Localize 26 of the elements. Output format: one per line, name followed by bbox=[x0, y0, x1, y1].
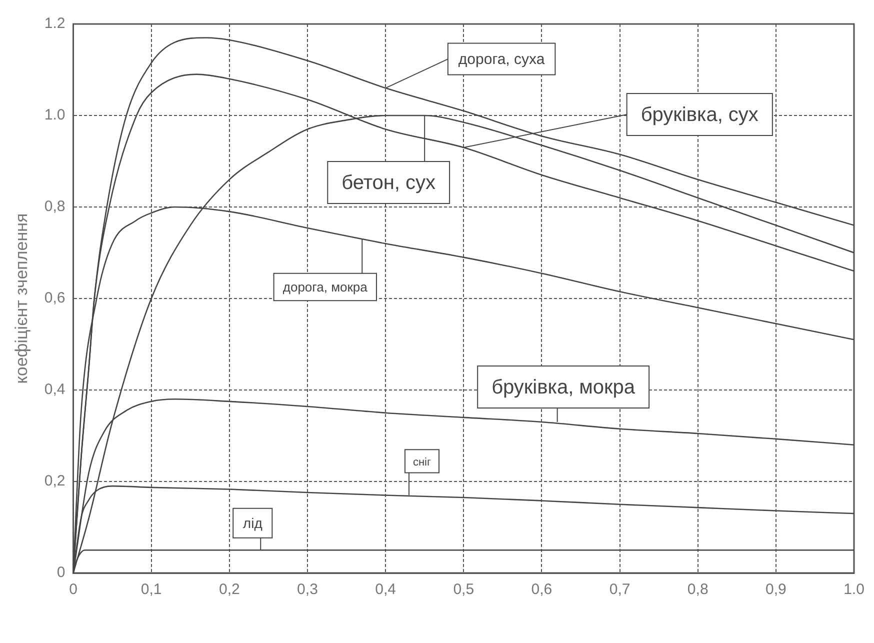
x-tick-label: 0,2 bbox=[218, 581, 240, 598]
annotation: дорога, суха bbox=[458, 51, 546, 68]
x-tick-label: 0,5 bbox=[453, 581, 474, 598]
x-tick-label: 0,8 bbox=[687, 581, 708, 598]
x-tick-label: 0,3 bbox=[297, 581, 318, 598]
annotation: бруківка, сух bbox=[640, 104, 758, 126]
x-tick-label: 1.0 bbox=[844, 581, 864, 598]
x-tick-label: 0,7 bbox=[609, 581, 630, 598]
y-tick-label: 0,2 bbox=[44, 472, 66, 490]
x-tick-label: 0,6 bbox=[531, 581, 552, 598]
annotation: лід bbox=[242, 514, 262, 531]
x-tick-label: 0,1 bbox=[140, 581, 162, 598]
y-tick-label: 1.2 bbox=[44, 15, 66, 32]
y-tick-label: 0 bbox=[56, 564, 66, 582]
annotation: бруківка, мокра bbox=[492, 376, 636, 399]
y-axis-title: коефіцієнт зчеплення bbox=[12, 213, 31, 384]
x-tick-label: 0,9 bbox=[765, 581, 786, 598]
y-tick-label: 1.0 bbox=[44, 106, 66, 124]
y-tick-label: 0,4 bbox=[44, 381, 66, 398]
y-tick-label: 0,6 bbox=[44, 290, 66, 307]
x-tick-label: 0 bbox=[69, 581, 78, 598]
annotation: сніг bbox=[412, 456, 431, 468]
annotation: дорога, мокра bbox=[282, 280, 368, 295]
annotation: бетон, сух bbox=[342, 172, 436, 194]
y-tick-label: 0,8 bbox=[44, 198, 66, 216]
x-tick-label: 0,4 bbox=[375, 581, 396, 598]
